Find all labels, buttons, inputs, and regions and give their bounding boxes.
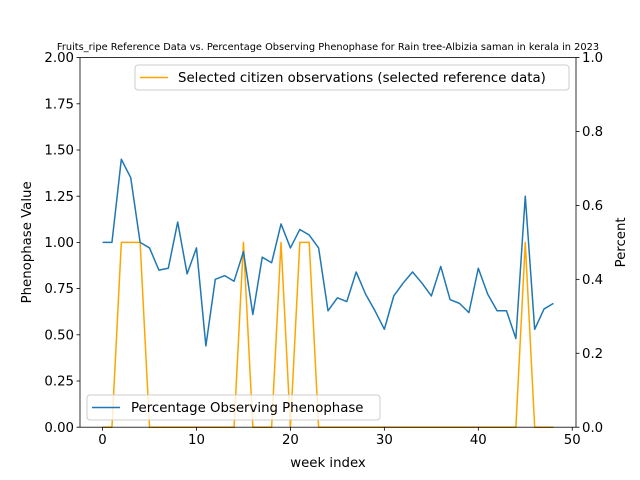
legend-right-label: Selected citizen observations (selected … (178, 71, 546, 86)
x-tick-label: 0 (98, 433, 106, 448)
right-tick-label: 0.6 (582, 199, 603, 214)
plot-frame (79, 57, 577, 428)
left-axis-label: Phenophase Value (20, 181, 35, 303)
right-tick-label: 0.8 (582, 125, 603, 140)
left-tick-label: 2.00 (44, 51, 74, 66)
legend-left: Percentage Observing Phenophase (86, 394, 381, 421)
legend-right-box (134, 64, 570, 91)
legend-left-box (86, 394, 381, 421)
legend-right: Selected citizen observations (selected … (134, 64, 570, 91)
right-tick-label: 0.4 (582, 273, 603, 288)
plot-lines (102, 158, 554, 428)
left-tick-label: 1.00 (44, 236, 74, 251)
series-line-percentage-observing (102, 158, 554, 347)
x-tick-label: 50 (564, 433, 581, 448)
left-tick-label: 1.50 (44, 144, 74, 159)
x-tick-label: 20 (282, 433, 299, 448)
left-tick-label: 0.25 (44, 375, 74, 390)
right-tick-label: 0.0 (582, 421, 603, 436)
left-tick-label: 0.50 (44, 328, 74, 343)
x-tick-label: 10 (188, 433, 205, 448)
x-axis-ticks: 0 10 20 30 40 50 (98, 427, 581, 448)
left-axis-ticks: 0.00 0.25 0.50 0.75 1.00 1.25 1.50 1.75 2.00 (44, 51, 80, 436)
right-tick-label: 1.0 (582, 51, 603, 66)
left-tick-label: 0.75 (44, 282, 74, 297)
legend-left-label: Percentage Observing Phenophase (131, 401, 363, 416)
right-axis-ticks: 0.0 0.2 0.4 0.6 0.8 1.0 (576, 51, 603, 436)
left-tick-label: 1.25 (44, 190, 74, 205)
left-tick-label: 1.75 (44, 97, 74, 112)
x-axis-label: week index (290, 456, 366, 471)
x-tick-label: 30 (376, 433, 393, 448)
left-tick-label: 0.00 (44, 421, 74, 436)
x-tick-label: 40 (470, 433, 487, 448)
chart-title: Fruits_ripe Reference Data vs. Percentag… (57, 42, 599, 53)
right-tick-label: 0.2 (582, 347, 603, 362)
right-axis-label: Percent (614, 217, 629, 267)
